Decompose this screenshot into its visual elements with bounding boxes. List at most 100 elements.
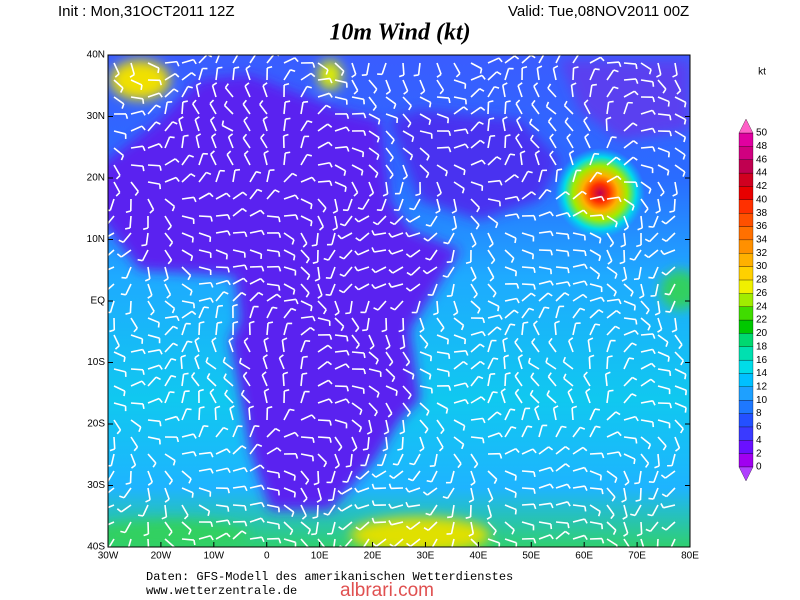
wind-barb bbox=[232, 530, 243, 540]
wind-barb bbox=[227, 214, 231, 220]
wind-barb bbox=[283, 152, 287, 166]
wind-barb bbox=[555, 169, 558, 183]
wind-barb bbox=[411, 374, 415, 380]
wind-barb bbox=[633, 249, 642, 261]
wind-barb bbox=[283, 133, 289, 137]
wind-barb bbox=[241, 445, 247, 450]
wind-barb bbox=[305, 479, 310, 485]
wind-barb bbox=[621, 499, 627, 503]
wind-barb bbox=[207, 510, 211, 517]
wind-barb bbox=[631, 205, 635, 211]
wind-barb bbox=[188, 529, 192, 535]
wind-barb bbox=[210, 521, 214, 528]
wind-barb bbox=[283, 57, 296, 64]
wind-barb bbox=[317, 180, 331, 183]
wind-barb bbox=[343, 283, 353, 294]
wind-barb bbox=[266, 293, 278, 302]
wind-barb bbox=[538, 446, 550, 455]
wind-barb bbox=[130, 380, 143, 387]
wind-barb bbox=[222, 356, 226, 363]
wind-barb bbox=[262, 354, 268, 359]
wind-barb bbox=[502, 85, 506, 98]
wind-barb bbox=[164, 300, 175, 310]
wind-barb bbox=[640, 79, 653, 83]
wind-barb bbox=[346, 146, 350, 152]
wind-barb bbox=[101, 255, 105, 258]
wind-barb bbox=[487, 314, 500, 319]
wind-barb bbox=[133, 446, 139, 452]
wind-barb bbox=[436, 73, 442, 78]
wind-barb bbox=[487, 136, 491, 149]
wind-barb bbox=[329, 78, 333, 84]
wind-barb bbox=[181, 136, 185, 149]
wind-barb bbox=[223, 426, 229, 431]
wind-barb bbox=[606, 451, 619, 455]
wind-barb bbox=[632, 376, 638, 381]
wind-barb bbox=[549, 211, 554, 217]
wind-barb bbox=[164, 232, 174, 243]
wind-barb bbox=[209, 99, 215, 105]
wind-barb bbox=[566, 212, 571, 218]
wind-barb bbox=[344, 215, 353, 227]
wind-barb bbox=[504, 68, 510, 81]
wind-barb bbox=[674, 130, 686, 138]
wind-barb bbox=[217, 66, 223, 69]
wind-barb bbox=[232, 425, 239, 438]
wind-barb bbox=[178, 116, 184, 121]
wind-barb bbox=[375, 359, 379, 365]
wind-barb bbox=[300, 120, 309, 132]
wind-barb bbox=[436, 181, 442, 194]
wind-barb bbox=[510, 257, 515, 263]
wind-barb bbox=[334, 146, 348, 149]
wind-barb bbox=[209, 119, 217, 132]
wind-barb bbox=[147, 317, 160, 324]
wind-barb bbox=[470, 139, 481, 149]
wind-barb bbox=[517, 354, 523, 359]
wind-barb bbox=[232, 231, 246, 234]
wind-barb bbox=[571, 82, 577, 86]
wind-barb bbox=[133, 327, 138, 333]
wind-barb bbox=[262, 82, 268, 87]
wind-barb bbox=[453, 382, 466, 387]
wind-barb bbox=[120, 293, 126, 296]
wind-barb bbox=[564, 121, 574, 132]
wind-barb bbox=[601, 196, 605, 202]
wind-barb bbox=[254, 425, 260, 428]
wind-barb bbox=[325, 293, 331, 296]
wind-barb bbox=[623, 283, 634, 293]
wind-barb bbox=[181, 173, 192, 183]
wind-barb bbox=[633, 458, 636, 465]
wind-barb bbox=[664, 292, 670, 296]
wind-barb bbox=[487, 156, 498, 166]
wind-barb bbox=[635, 78, 639, 84]
wind-barb bbox=[606, 136, 613, 149]
wind-barb bbox=[209, 535, 214, 541]
wind-barb bbox=[538, 292, 549, 302]
wind-barb bbox=[266, 306, 274, 319]
wind-barb bbox=[426, 155, 430, 161]
wind-barb bbox=[481, 331, 486, 337]
wind-barb bbox=[608, 100, 614, 103]
wind-barb bbox=[249, 536, 262, 540]
wind-barb bbox=[583, 371, 588, 377]
wind-barb bbox=[645, 528, 651, 533]
wind-barb bbox=[215, 448, 228, 455]
wind-barb bbox=[623, 415, 636, 421]
wind-barb bbox=[266, 427, 277, 438]
wind-barb bbox=[164, 60, 178, 64]
wind-barb bbox=[670, 538, 676, 547]
wind-barb bbox=[623, 470, 630, 483]
wind-barb bbox=[652, 400, 656, 406]
wind-barb bbox=[130, 164, 144, 167]
wind-barb bbox=[478, 375, 484, 380]
wind-barb bbox=[440, 429, 445, 435]
wind-barb bbox=[607, 260, 613, 265]
wind-barb bbox=[300, 504, 307, 517]
wind-barb bbox=[108, 521, 115, 526]
wind-barb bbox=[436, 317, 445, 329]
wind-barb bbox=[113, 419, 122, 431]
wind-barb bbox=[538, 425, 543, 438]
wind-barb bbox=[317, 104, 327, 115]
wind-barb bbox=[152, 462, 157, 468]
wind-barb bbox=[453, 106, 465, 115]
